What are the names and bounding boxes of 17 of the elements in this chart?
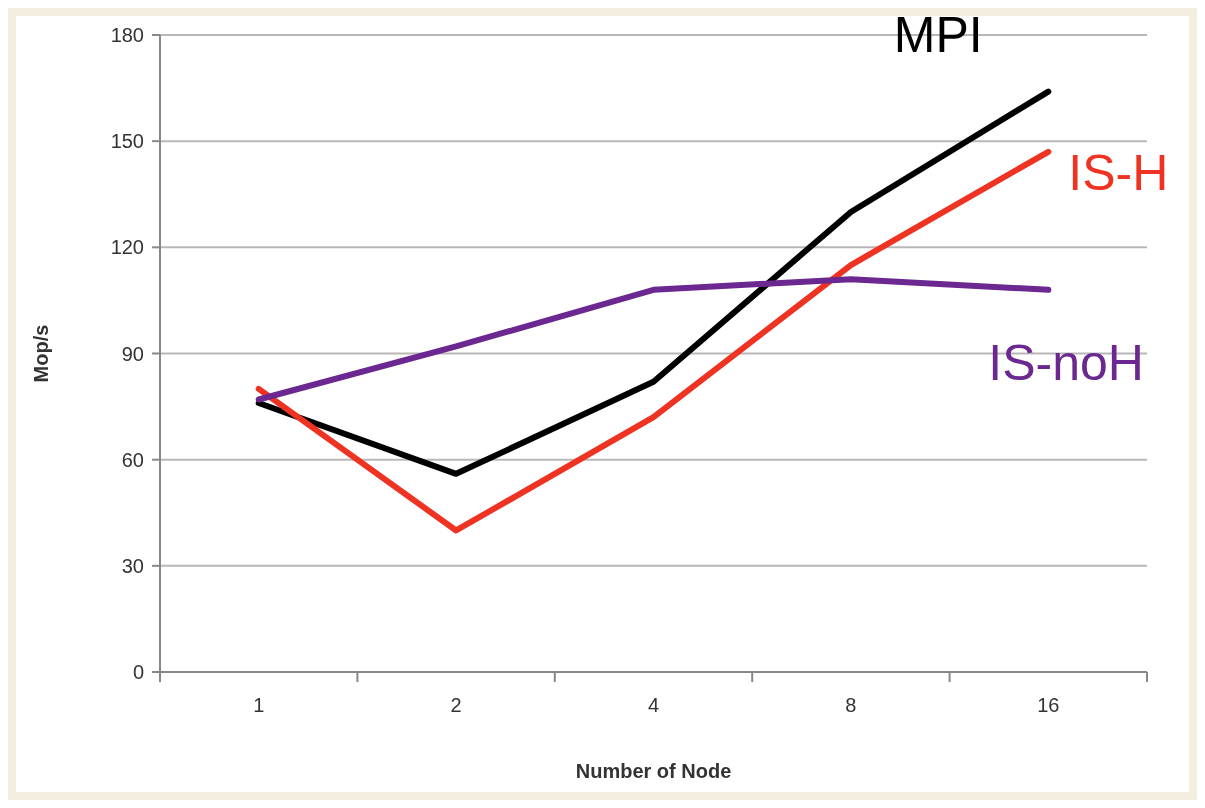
y-tick-label: 150: [110, 130, 144, 153]
series-label: IS-noH: [988, 334, 1144, 391]
series-label: MPI: [893, 6, 983, 63]
y-tick-label: 90: [121, 342, 144, 365]
x-tick-label: 2: [450, 694, 462, 716]
y-tick-label: 0: [132, 661, 144, 683]
x-axis-title: Number of Node: [575, 760, 732, 782]
x-tick-label: 8: [845, 694, 857, 716]
x-tick-label: 16: [1037, 694, 1060, 716]
y-tick-label: 30: [121, 554, 144, 577]
y-tick-label: 120: [110, 236, 144, 259]
x-tick-label: 4: [647, 694, 660, 716]
y-axis-title: Mop/s: [30, 324, 52, 383]
y-tick-label: 180: [110, 24, 144, 46]
series-label: IS-H: [1068, 144, 1169, 201]
x-tick-label: 1: [253, 694, 265, 716]
y-tick-label: 60: [121, 448, 144, 471]
